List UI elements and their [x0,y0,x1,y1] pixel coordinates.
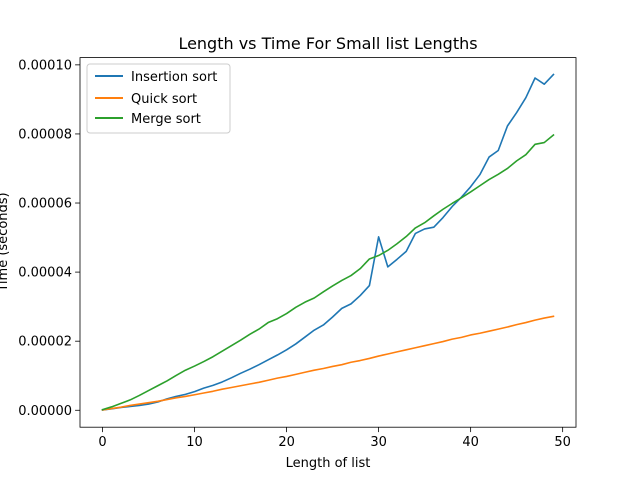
x-tick-label: 10 [186,435,203,450]
x-axis-label: Length of list [286,456,371,471]
legend: Insertion sort Quick sort Merge sort [86,63,231,134]
series-layer [101,73,555,411]
legend-label-insertion-sort: Insertion sort [131,70,217,85]
x-tick-label: 0 [98,435,106,450]
legend-box [86,63,231,134]
y-tick-label: 0.00004 [18,266,72,281]
series-line-insertion-sort [101,73,555,411]
legend-label-merge-sort: Merge sort [131,112,201,127]
x-tick-label: 30 [370,435,387,450]
y-tick-label: 0.00006 [18,197,72,212]
x-axis-ticks: 0 10 20 30 40 50 [98,427,571,450]
x-tick-label: 50 [554,435,571,450]
x-tick-label: 40 [462,435,479,450]
y-tick-label: 0.00008 [18,127,72,142]
chart-title: Length vs Time For Small list Lengths [178,34,477,53]
legend-label-quick-sort: Quick sort [131,92,197,107]
plot-frame [79,57,577,428]
y-tick-label: 0.00000 [18,404,72,419]
y-axis-label: Time (seconds) [0,192,11,292]
series-line-quick-sort [101,315,555,411]
x-tick-label: 20 [278,435,295,450]
y-tick-label: 0.00010 [18,58,72,73]
y-tick-label: 0.00002 [18,335,72,350]
y-axis-ticks: 0.00000 0.00002 0.00004 0.00006 0.00008 0.000… [18,58,80,419]
series-line-merge-sort [101,133,555,411]
